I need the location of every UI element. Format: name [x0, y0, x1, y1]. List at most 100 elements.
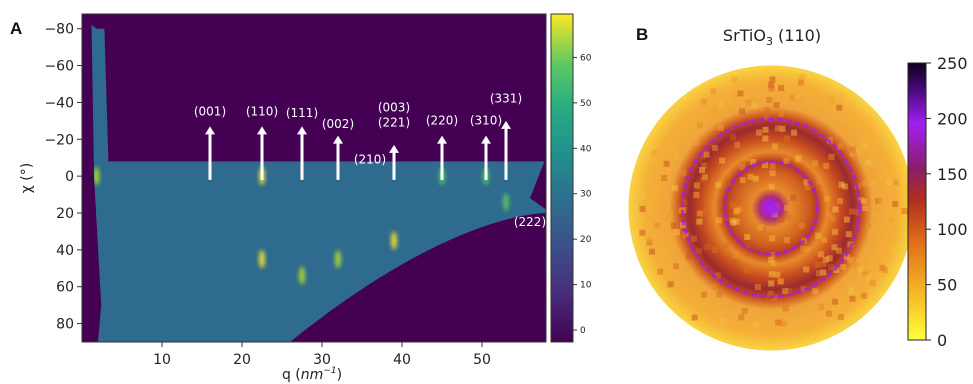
annotation-label-9: (331) [490, 91, 522, 105]
pole-texture-cell [814, 261, 821, 268]
pole-texture-cell [799, 74, 806, 81]
pole-texture-cell [826, 255, 833, 262]
pole-texture-cell [828, 96, 835, 103]
pole-texture-cell [861, 180, 868, 187]
annotation-arrowhead-9 [501, 120, 511, 129]
pole-texture-cell [835, 247, 842, 254]
pole-texture-cell [837, 314, 844, 320]
pole-texture-cell [743, 267, 750, 273]
pole-texture-cell [861, 142, 868, 149]
pole-texture-cell [866, 172, 873, 179]
pole-texture-cell [654, 222, 661, 229]
pole-texture-cell [778, 110, 784, 117]
pole-texture-cell [732, 92, 739, 99]
pole-texture-cell [661, 175, 668, 181]
pole-texture-cell [789, 94, 796, 101]
pole-texture-cell [798, 79, 804, 86]
pole-texture-cell [861, 198, 868, 205]
y-axis-a: −80 −60 −40 −20 0 20 40 60 80 [44, 22, 82, 333]
pole-texture-cell [864, 274, 871, 281]
y-tick-label-5: 20 [56, 206, 74, 222]
x-tick-label-1: 20 [233, 352, 251, 368]
pole-texture-cell [696, 218, 703, 225]
pole-texture-cell [855, 147, 862, 154]
pole-texture-cell [700, 177, 706, 184]
x-tick-label-3: 40 [393, 352, 411, 368]
pole-texture-cell [739, 177, 746, 184]
pole-texture-cell [821, 236, 828, 243]
pole-texture-cell [670, 222, 677, 229]
pole-texture-cell [647, 201, 654, 208]
pole-center-spot [762, 199, 780, 217]
cb-b-tick-label-5: 250 [937, 54, 968, 73]
pole-texture-cell [791, 129, 797, 136]
pole-texture-cell [730, 219, 737, 226]
annotation-label-8: (310) [470, 114, 502, 128]
pole-texture-cell [752, 322, 759, 329]
pole-texture-cell [663, 160, 670, 167]
pole-texture-cell [768, 81, 775, 88]
pole-texture-cell [667, 281, 674, 288]
pole-texture-cell [639, 229, 646, 236]
pole-texture-cell [754, 284, 761, 291]
pole-texture-cell [768, 271, 775, 278]
pole-texture-cell [828, 153, 835, 160]
pole-texture-cell [820, 261, 827, 268]
pole-texture-cell [783, 135, 790, 142]
pole-texture-cell [783, 237, 790, 244]
cb-b-tick-label-2: 100 [937, 220, 968, 239]
y-axis-label-a: χ (°) [19, 163, 35, 193]
pole-texture-cell [752, 175, 759, 182]
pole-texture-cell [774, 271, 781, 278]
pole-texture-cell [714, 124, 720, 131]
pole-texture-cell [847, 257, 854, 264]
pole-texture-cell [640, 194, 646, 201]
pole-texture-cell [711, 247, 718, 253]
pole-texture-cell [639, 239, 646, 246]
peak-5 [391, 231, 397, 250]
peak-3 [299, 266, 305, 285]
pole-texture-cell [843, 254, 850, 261]
colorbar-b [907, 62, 927, 341]
pole-texture-cell [800, 245, 806, 252]
pole-texture-cell [651, 150, 658, 156]
pole-texture-cell [646, 235, 653, 242]
pole-texture-cell [774, 125, 781, 132]
pole-texture-cell [685, 253, 692, 260]
pole-texture-cell [762, 135, 769, 142]
pole-texture-cell [848, 287, 855, 294]
pole-texture-cell [730, 202, 737, 209]
colorbar-b-ticks: 0 50 100 150 200 250 [926, 54, 968, 350]
pole-texture-cell [817, 251, 824, 258]
pole-texture-cell [731, 76, 738, 83]
pole-texture-cell [801, 237, 807, 244]
pole-texture-cell [762, 162, 768, 168]
pole-texture-cell [646, 239, 653, 246]
pole-texture-cell [701, 174, 708, 181]
pole-texture-cell [892, 245, 899, 252]
pole-texture-cell [836, 104, 843, 111]
pole-texture-cell [667, 274, 674, 281]
pole-texture-cell [731, 258, 738, 265]
pole-texture-cell [901, 208, 908, 215]
pole-texture-cell [681, 199, 688, 206]
pole-texture-cell [777, 278, 784, 285]
pole-texture-cell [865, 159, 872, 166]
y-tick-label-8: 80 [56, 317, 74, 333]
pole-texture-cell [674, 229, 680, 236]
pole-texture-cell [671, 185, 678, 192]
pole-texture-cell [717, 124, 724, 131]
pole-texture-cell [832, 228, 839, 235]
pole-texture-cell [783, 158, 790, 164]
pole-texture-cell [727, 109, 734, 115]
pole-texture-cell [733, 218, 740, 225]
pole-texture-cell [734, 141, 741, 148]
pole-texture-cell [737, 90, 744, 97]
annotation-arrowhead-1 [257, 126, 267, 135]
pole-texture-cell [696, 247, 703, 254]
pole-texture-cell [779, 125, 786, 132]
peak-0 [93, 167, 100, 186]
pole-texture-cell [775, 319, 782, 326]
x-tick-label-2: 30 [313, 352, 331, 368]
